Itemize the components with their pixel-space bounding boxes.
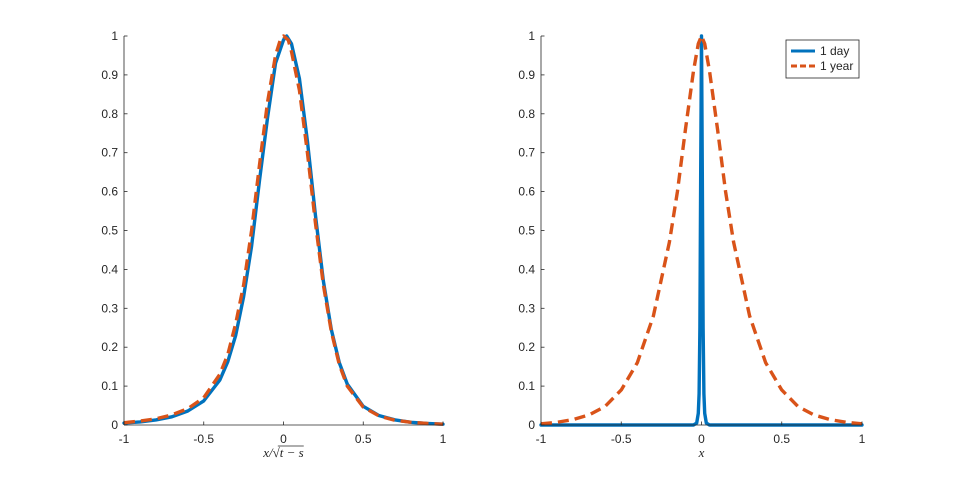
- x-tick-label: 0.5: [355, 432, 372, 446]
- x-tick-label: 0: [698, 432, 705, 446]
- x-axis-label: x/√t − s: [262, 445, 303, 460]
- x-axis-label: x: [698, 445, 705, 460]
- x-tick-label: -1: [536, 432, 547, 446]
- y-tick-label: 0: [528, 418, 535, 432]
- y-tick-label: 0.8: [101, 107, 118, 121]
- y-tick-label: 0.6: [101, 185, 118, 199]
- legend-label: 1 year: [820, 59, 853, 73]
- x-tick-label: -0.5: [193, 432, 214, 446]
- y-tick-label: 1: [528, 29, 535, 43]
- series-line-2: [540, 34, 863, 426]
- y-tick-label: 1: [111, 29, 118, 43]
- x-tick-label: 0.5: [773, 432, 790, 446]
- y-tick-label: 0.1: [518, 379, 535, 393]
- y-tick-label: 0.5: [101, 224, 118, 238]
- x-tick-label: 1: [440, 432, 447, 446]
- series-line-1: [122, 34, 445, 426]
- legend-box: [785, 39, 860, 79]
- y-tick-label: 0.4: [518, 262, 535, 276]
- y-tick-label: 0.5: [518, 224, 535, 238]
- y-tick-label: 0.8: [518, 107, 535, 121]
- y-tick-label: 0.9: [518, 68, 535, 82]
- y-tick-label: 0.9: [101, 68, 118, 82]
- y-tick-label: 0.2: [101, 340, 118, 354]
- legend-label: 1 day: [820, 44, 849, 58]
- series-line-1: [539, 34, 864, 427]
- x-tick-label: -1: [119, 432, 130, 446]
- y-tick-label: 0.7: [518, 146, 535, 160]
- y-tick-label: 0: [111, 418, 118, 432]
- y-tick-label: 0.7: [101, 146, 118, 160]
- x-tick-label: 1: [859, 432, 866, 446]
- left-plot: -1 -0.5 0 0.5 1 0 0.1 0.2 0.3 0.4 0.5 0.6 0.7 0.8 0.9 1…: [101, 29, 446, 460]
- x-tick-label: -0.5: [611, 432, 632, 446]
- right-plot: -1 -0.5 0 0.5 1 0 0.1 0.2 0.3 0.4 0.5 0.6 0.7 0.8 0.9 1…: [518, 29, 865, 460]
- y-tick-label: 0.4: [101, 262, 118, 276]
- x-tick-label: 0: [280, 432, 287, 446]
- y-tick-label: 0.3: [101, 301, 118, 315]
- y-tick-label: 0.2: [518, 340, 535, 354]
- series-line-2: [123, 34, 444, 426]
- y-tick-label: 0.6: [518, 185, 535, 199]
- y-tick-label: 0.3: [518, 301, 535, 315]
- y-tick-label: 0.1: [101, 379, 118, 393]
